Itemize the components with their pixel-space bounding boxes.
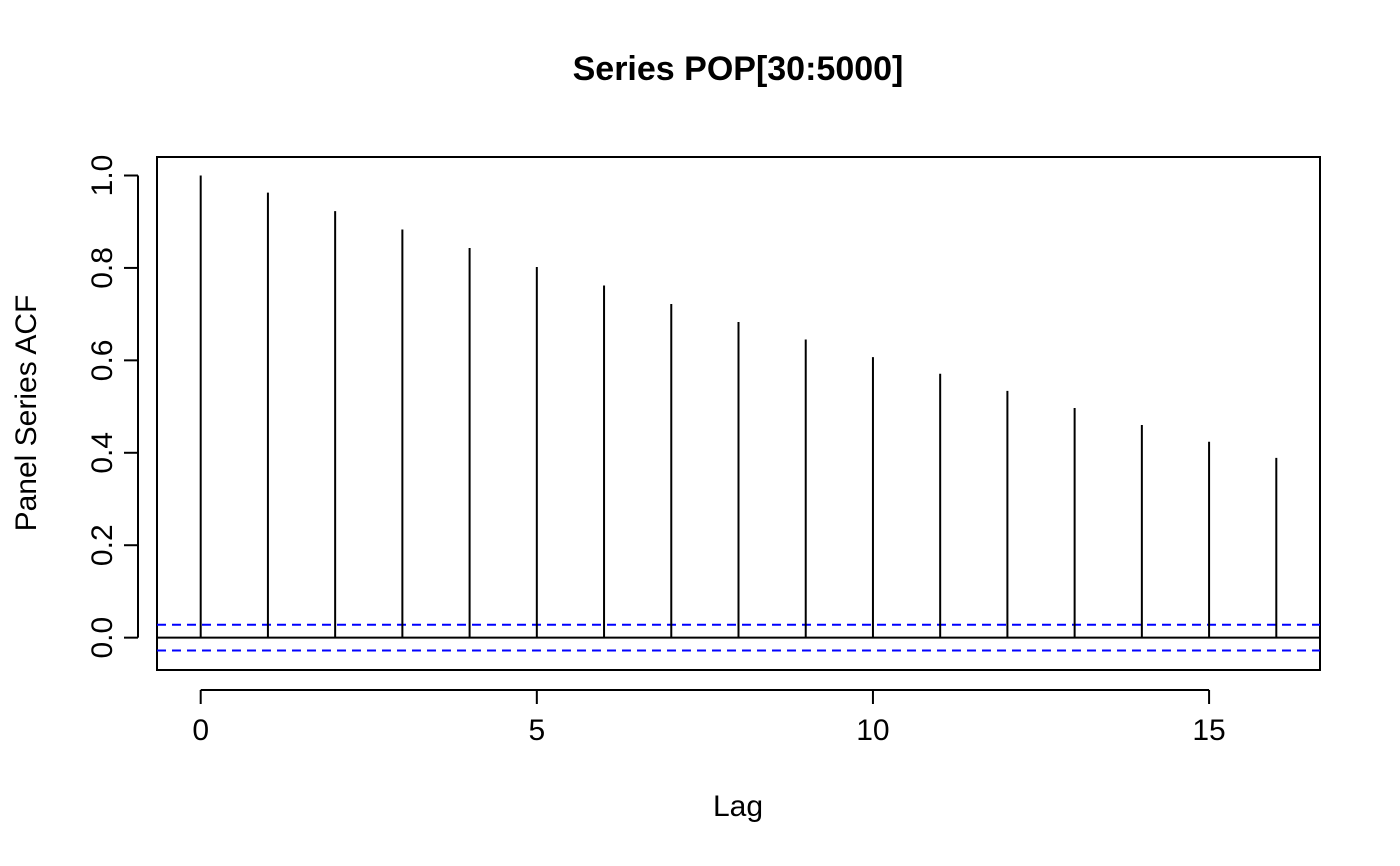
plot-area (156, 156, 1321, 671)
x-tick-label: 15 (1192, 714, 1225, 747)
y-tick-label: 0.2 (86, 524, 119, 566)
x-tick-label: 10 (856, 714, 889, 747)
y-tick-label: 0.6 (86, 339, 119, 381)
y-tick-label: 0.4 (86, 432, 119, 474)
axes: 0 5 10 15 0.0 0.2 0.4 0.6 0.8 1.0 (86, 155, 1226, 747)
plot-frame (156, 156, 1321, 671)
chart-title: Series POP[30:5000] (573, 50, 904, 88)
x-tick-label: 0 (192, 714, 209, 747)
x-axis-label: Lag (713, 790, 763, 823)
x-tick-label: 5 (528, 714, 545, 747)
y-axis-label: Panel Series ACF (10, 295, 43, 532)
y-tick-label: 0.8 (86, 247, 119, 289)
y-tick-label: 0.0 (86, 617, 119, 659)
y-tick-label: 1.0 (86, 155, 119, 197)
